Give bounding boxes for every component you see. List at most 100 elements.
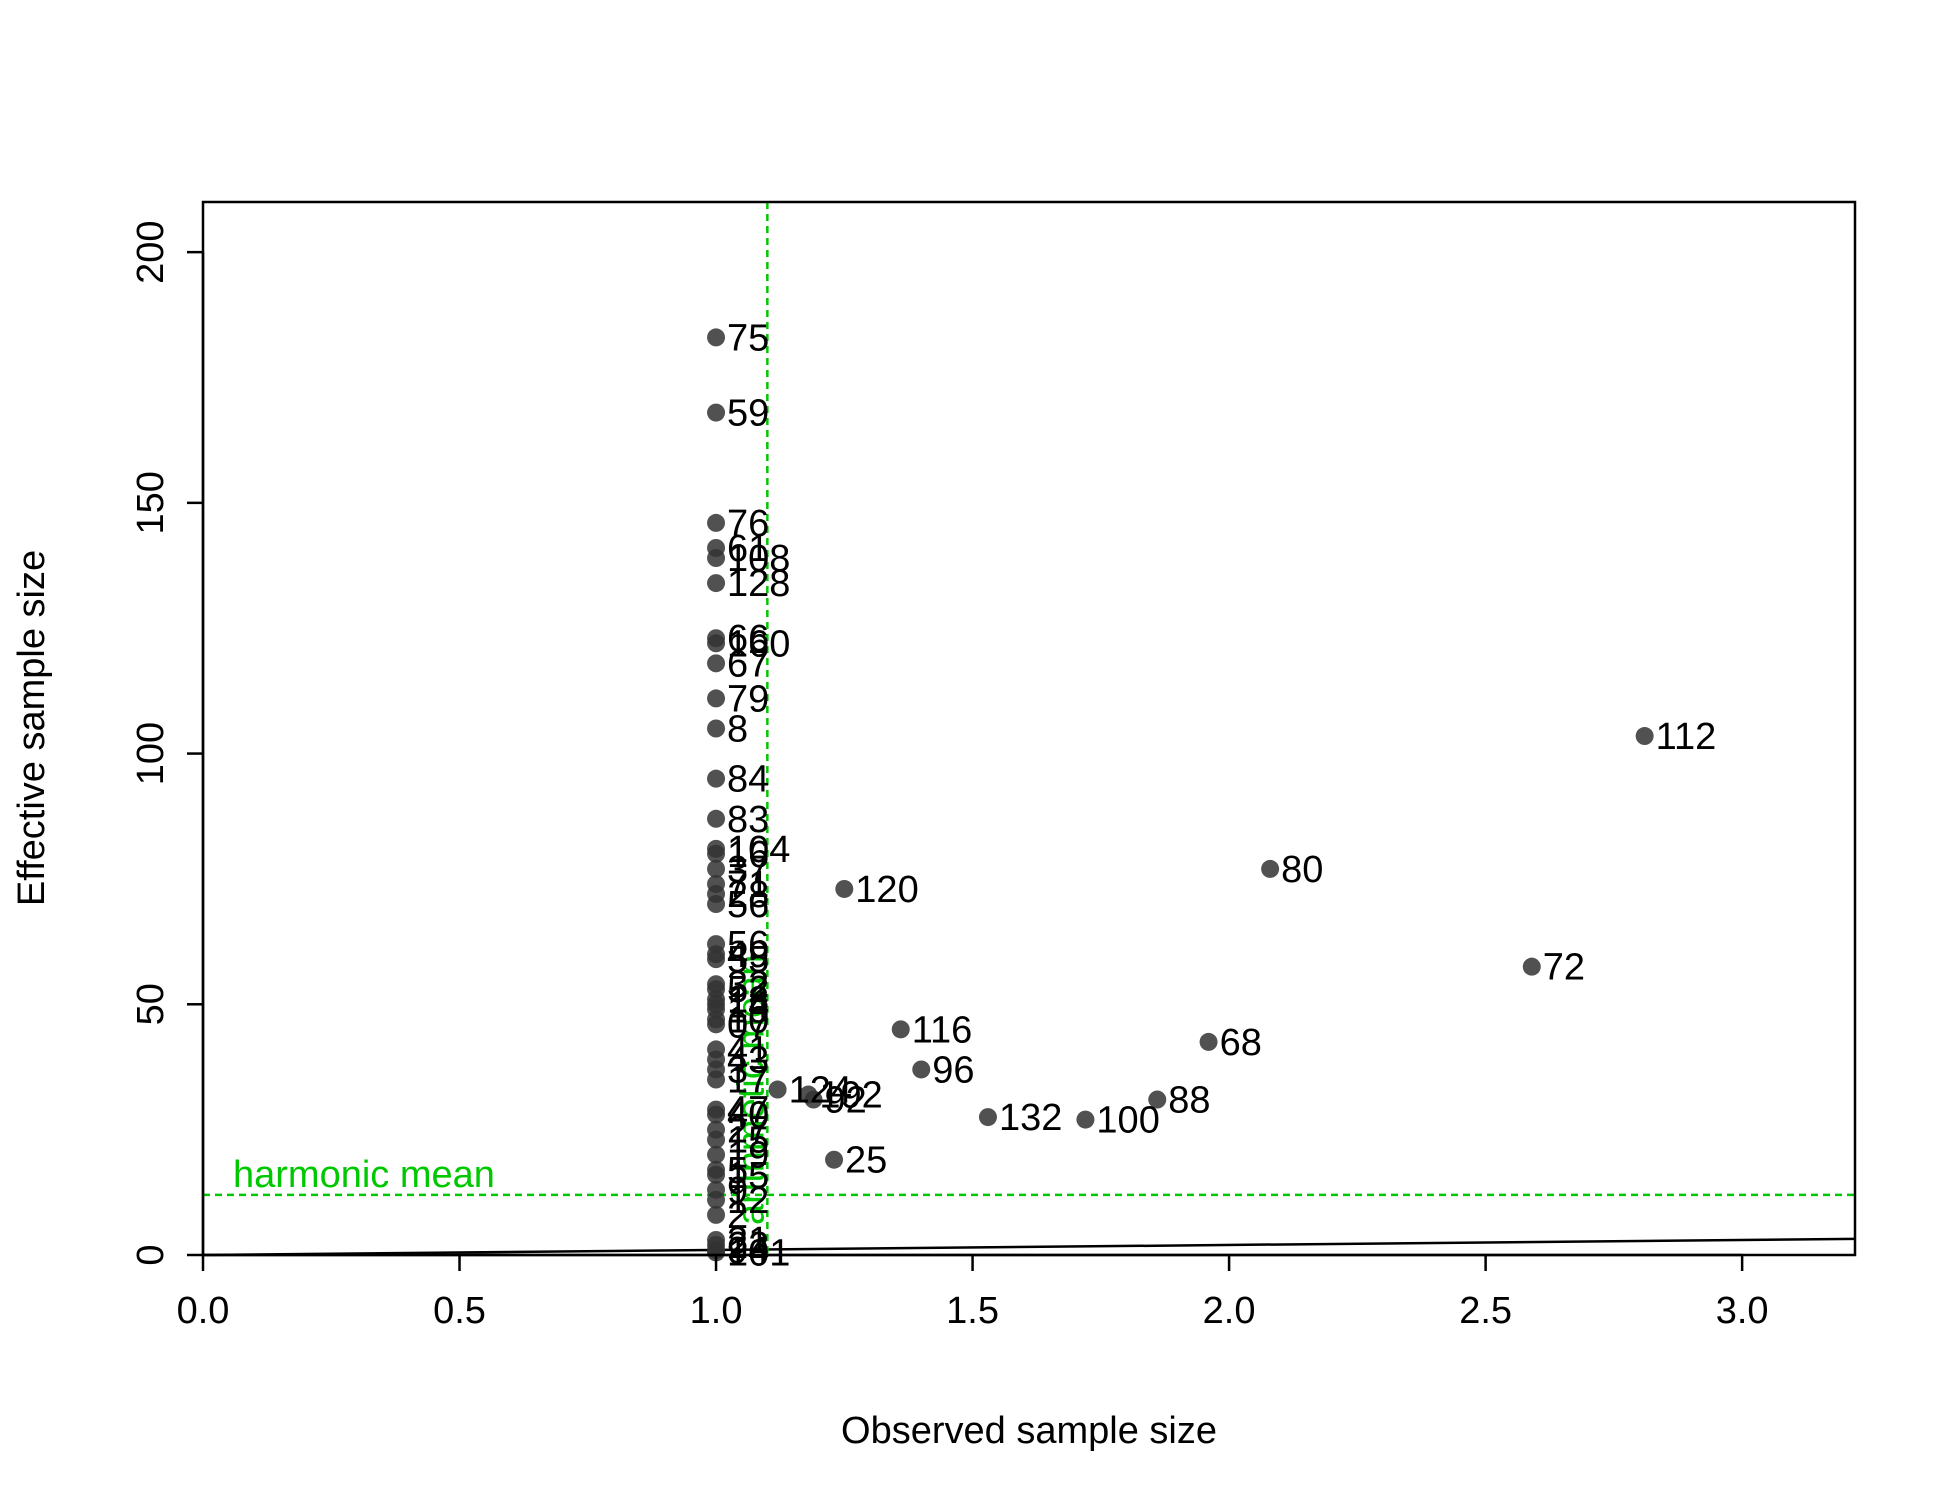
y-tick-label: 200	[130, 220, 172, 283]
data-point	[1635, 727, 1654, 746]
data-point	[707, 769, 726, 788]
point-label: 75	[727, 317, 769, 359]
point-label: 32	[727, 964, 769, 1006]
data-point	[707, 719, 726, 738]
point-label: 2	[727, 1195, 748, 1237]
point-label: 56	[727, 884, 769, 926]
x-tick-label: 0.5	[433, 1290, 486, 1332]
point-label: 07	[727, 1004, 769, 1046]
data-point	[891, 1020, 910, 1039]
point-label: 116	[912, 1009, 973, 1051]
point-label: 25	[845, 1140, 887, 1182]
point-label: 13	[727, 979, 769, 1021]
data-point	[707, 809, 726, 828]
data-point	[707, 634, 726, 653]
data-point	[825, 1150, 844, 1169]
point-label: 83	[727, 799, 769, 841]
point-label: 59	[727, 393, 769, 435]
data-point	[707, 689, 726, 708]
point-label: 10	[727, 999, 769, 1041]
point-label: 14	[727, 984, 769, 1026]
x-tick-label: 0.0	[177, 1290, 230, 1332]
x-tick-label: 1.5	[946, 1290, 999, 1332]
point-label: 15	[727, 1120, 769, 1162]
data-point	[707, 403, 726, 422]
point-label: 3	[727, 1049, 748, 1091]
point-label: 96	[932, 1049, 974, 1091]
point-labels-layer: 7559766110812866160677988483104163771285…	[727, 317, 1716, 1274]
point-label: 108	[727, 538, 790, 580]
point-label: 15	[727, 1155, 769, 1197]
reference-lines-layer: arithmetic mean harmonic mean	[203, 202, 1855, 1255]
point-label: 37	[727, 849, 769, 891]
data-point	[707, 654, 726, 673]
point-label: 76	[727, 503, 769, 545]
data-point	[768, 1080, 787, 1099]
x-tick-label: 2.5	[1459, 1290, 1512, 1332]
data-point	[707, 950, 726, 969]
point-label: 8	[727, 709, 748, 751]
point-label: 19	[727, 1135, 769, 1177]
point-label: 52	[727, 969, 769, 1011]
data-point	[707, 328, 726, 347]
data-point	[707, 1145, 726, 1164]
y-tick-label: 50	[130, 983, 172, 1025]
y-tick-label: 150	[130, 471, 172, 534]
data-point	[1199, 1032, 1218, 1051]
y-axis-title: Effective sample size	[11, 550, 53, 906]
point-label: 160	[727, 623, 790, 665]
point-label: 104	[727, 829, 790, 871]
point-label: 132	[999, 1097, 1062, 1139]
point-label: 67	[727, 643, 769, 685]
point-label: 5	[727, 1150, 748, 1192]
data-point	[804, 1090, 823, 1109]
data-point	[707, 859, 726, 878]
point-label: 124	[789, 1070, 852, 1112]
data-point	[707, 1190, 726, 1209]
data-point	[707, 1165, 726, 1184]
point-label: 28	[727, 874, 769, 916]
y-axis: 0 50 100 150 200	[130, 220, 205, 1266]
y-tick-label: 100	[130, 722, 172, 785]
point-label: 94	[727, 1230, 769, 1272]
point-label: 15	[727, 989, 769, 1031]
point-label: 56	[727, 924, 769, 966]
data-point	[707, 1243, 726, 1262]
point-label: 80	[1281, 849, 1323, 891]
point-label: 47	[727, 1090, 769, 1132]
arithmetic-mean-label: arithmetic mean	[730, 955, 772, 1225]
point-label: 101	[727, 1232, 790, 1274]
identity-line-layer	[202, 1237, 1856, 1257]
point-label: 79	[727, 678, 769, 720]
data-point	[707, 549, 726, 568]
point-label: 112	[1656, 716, 1717, 758]
data-point	[707, 1015, 726, 1034]
x-tick-label: 1.0	[690, 1290, 743, 1332]
data-point	[707, 1105, 726, 1124]
points-layer	[707, 328, 1654, 1262]
data-point	[707, 1205, 726, 1224]
point-label: 120	[855, 869, 918, 911]
harmonic-mean-label: harmonic mean	[233, 1154, 495, 1196]
data-point	[707, 895, 726, 913]
data-point	[1148, 1090, 1167, 1109]
data-point	[1261, 859, 1280, 878]
data-point	[707, 844, 726, 863]
data-point	[707, 574, 726, 593]
point-label: 100	[1096, 1100, 1159, 1142]
point-label: 66	[727, 618, 769, 660]
point-label: 71	[727, 864, 769, 906]
point-label: 41	[727, 1029, 769, 1071]
point-label: 61	[727, 528, 769, 570]
point-label: 49	[727, 934, 769, 976]
point-label: 16	[727, 834, 769, 876]
data-point	[707, 513, 726, 532]
x-tick-label: 2.0	[1203, 1290, 1256, 1332]
point-label: 17	[727, 1060, 769, 1102]
point-label: 88	[1168, 1080, 1210, 1122]
point-label: 192	[819, 1075, 882, 1117]
point-label: 43	[727, 1039, 769, 1081]
data-point	[835, 879, 854, 898]
data-point	[1076, 1110, 1095, 1129]
